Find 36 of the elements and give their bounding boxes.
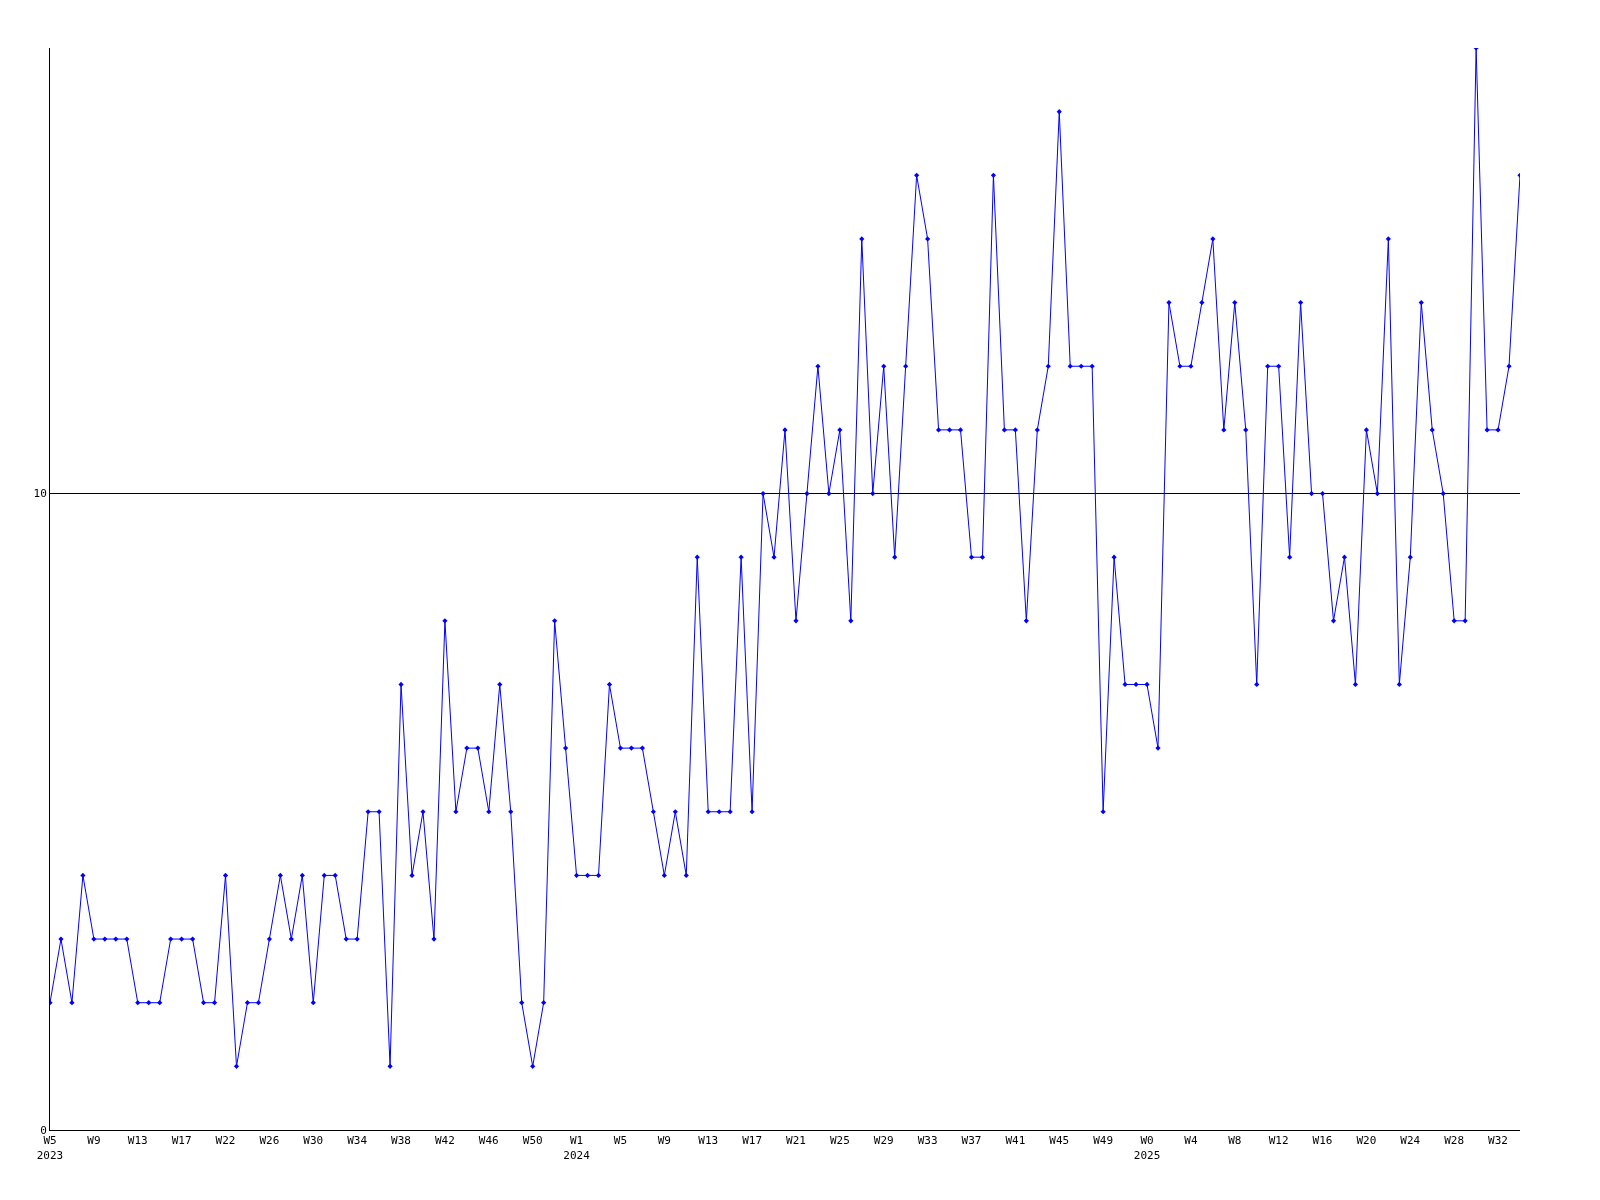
x-tick-label: W42 — [434, 1134, 455, 1148]
x-tick-label: W41 — [1005, 1134, 1026, 1148]
x-tick-label: W22 — [215, 1134, 236, 1148]
x-tick-label: W37 — [961, 1134, 982, 1148]
x-tick-label: W46 — [478, 1134, 499, 1148]
x-tick-label: W17 — [742, 1134, 763, 1148]
x-tick-label: W20 — [1356, 1134, 1377, 1148]
x-tick-label: W16 — [1312, 1134, 1333, 1148]
x-tick-label: W12 — [1268, 1134, 1289, 1148]
x-tick-label: W49 — [1093, 1134, 1114, 1148]
x-tick-label: W32 — [1488, 1134, 1508, 1148]
x-tick-label: W28 — [1444, 1134, 1465, 1148]
x-tick-label: W1 2024 — [563, 1134, 591, 1162]
x-tick-label: W29 — [873, 1134, 894, 1148]
y-tick-label: 10 — [33, 487, 47, 501]
x-tick-label: W30 — [303, 1134, 324, 1148]
x-tick-label: W50 — [522, 1134, 543, 1148]
x-tick-label: W0 2025 — [1133, 1134, 1161, 1162]
x-tick-label: W24 — [1400, 1134, 1421, 1148]
x-tick-label: W38 — [391, 1134, 411, 1148]
x-tick-label: W9 — [87, 1134, 101, 1148]
x-tick-label: W34 — [347, 1134, 368, 1148]
x-tick-label: W25 — [829, 1134, 850, 1148]
x-tick-label: W8 — [1228, 1134, 1242, 1148]
x-tick-label: W33 — [917, 1134, 938, 1148]
x-tick-label: W5 — [613, 1134, 628, 1148]
x-tick-label: W21 — [786, 1134, 806, 1148]
x-tick-label: W45 — [1049, 1134, 1070, 1148]
x-tick-label: W13 — [127, 1134, 148, 1148]
x-tick-label: W4 — [1184, 1134, 1198, 1148]
x-tick-label: W26 — [259, 1134, 280, 1148]
x-tick-label: W13 — [698, 1134, 719, 1148]
x-tick-label: W5 2023 — [36, 1134, 64, 1162]
y-tick-label: 0 — [40, 1123, 47, 1137]
x-tick-label: W9 — [657, 1134, 671, 1148]
x-tick-label: W17 — [171, 1134, 192, 1148]
